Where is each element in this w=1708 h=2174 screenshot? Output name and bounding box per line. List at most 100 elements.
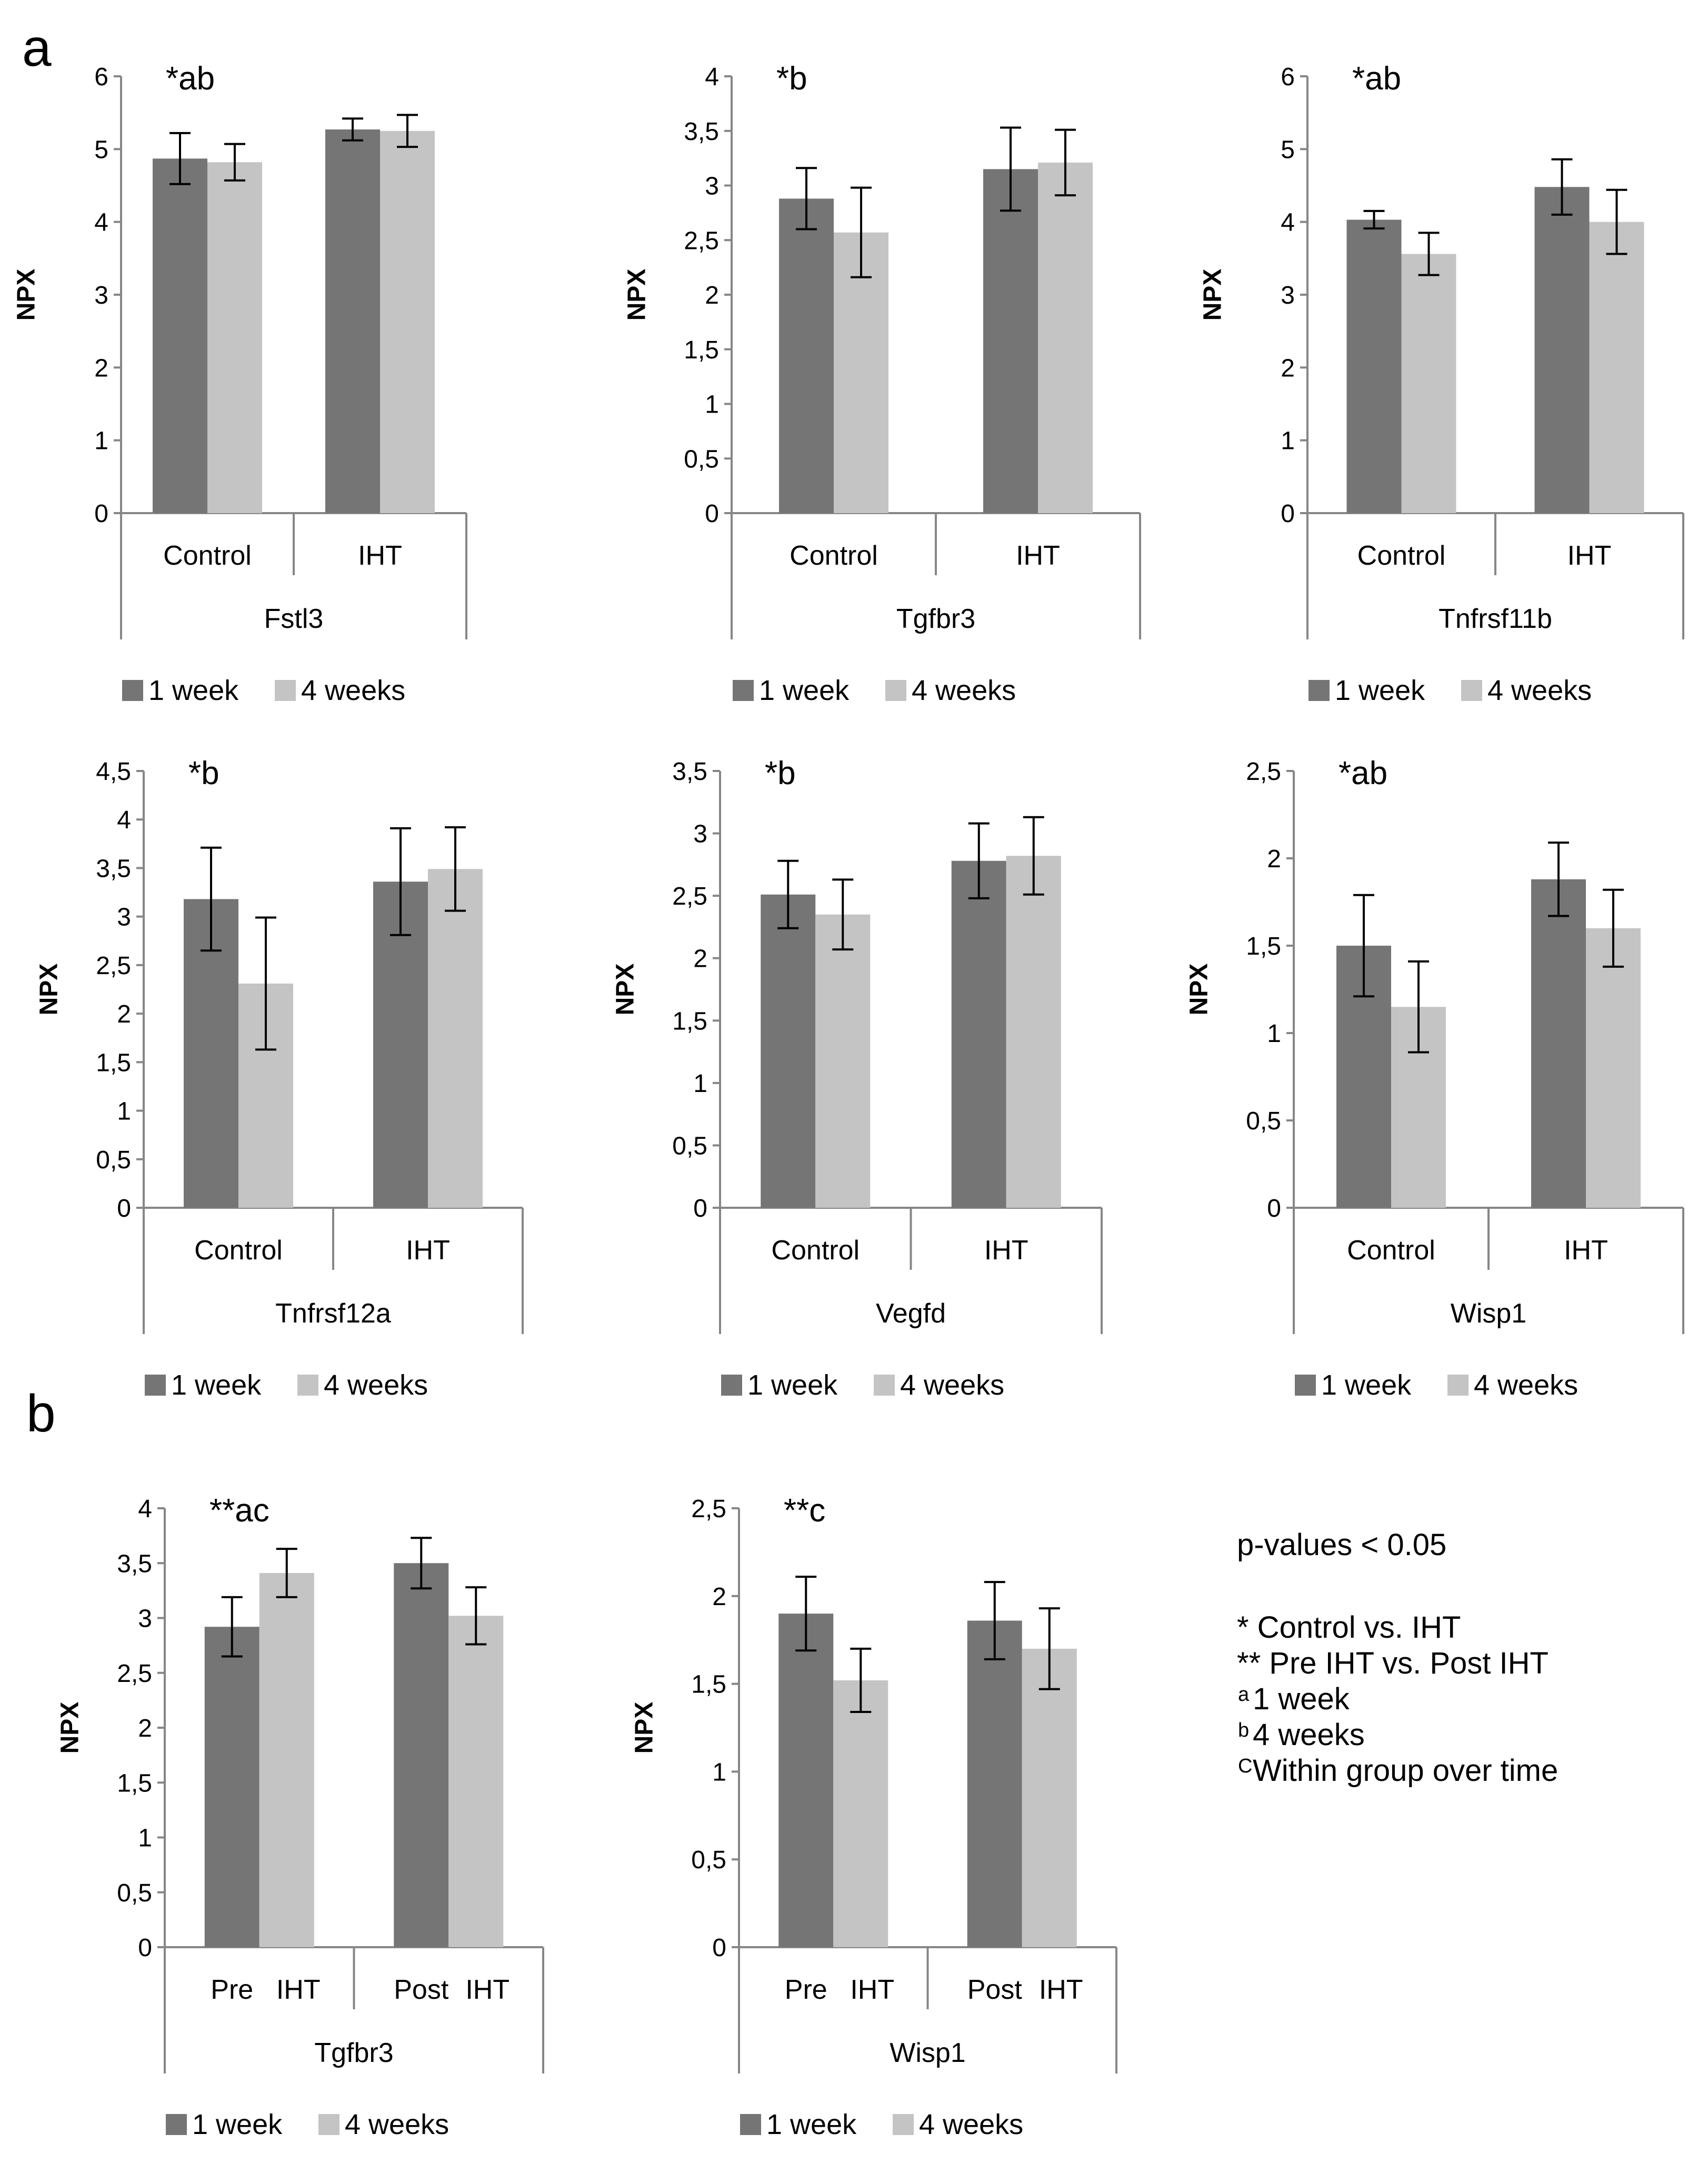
x-category-label: Control: [163, 540, 252, 571]
significance-annotation: *ab: [166, 61, 215, 97]
y-tick-label: 2: [712, 1583, 726, 1611]
note-sup-c: C: [1238, 1755, 1252, 1777]
chart-title: Vegfd: [876, 1298, 946, 1329]
x-category-label: Control: [194, 1235, 283, 1266]
y-tick-label: 1: [1281, 427, 1295, 455]
y-tick-label: 6: [1281, 63, 1295, 91]
legend-label-week1: 1 week: [192, 2109, 283, 2140]
legend-swatch-week4: [297, 1375, 318, 1396]
note-1-week: 1 week: [1253, 1682, 1350, 1716]
legend-swatch-week4: [893, 2114, 914, 2135]
y-tick-label: 2: [138, 1715, 152, 1742]
legend-label-week4: 4 weeks: [1487, 675, 1592, 706]
bar-week1: [1531, 879, 1586, 1208]
y-tick-label: 1: [693, 1070, 707, 1098]
legend-swatch-week4: [885, 680, 906, 701]
y-tick-label: 2: [1267, 845, 1281, 873]
y-tick-label: 2,5: [96, 952, 131, 980]
y-tick-label: 3: [705, 173, 719, 201]
note-4-weeks: 4 weeks: [1253, 1718, 1365, 1752]
y-tick-label: 4: [94, 209, 108, 237]
x-category-label: IHT: [1039, 1975, 1083, 2005]
bar-week1: [779, 198, 834, 513]
y-tick-label: 0: [705, 500, 719, 528]
x-category-label: IHT: [1016, 540, 1060, 571]
y-tick-label: 5: [94, 136, 108, 164]
legend-swatch-week1: [721, 1375, 742, 1396]
x-category-label: IHT: [850, 1975, 894, 2005]
bar-week1: [1346, 219, 1402, 513]
significance-notes: p-values < 0.05 * Control vs. IHT ** Pre…: [1237, 1528, 1558, 1788]
y-tick-label: 1,5: [96, 1049, 131, 1077]
x-category-label: IHT: [276, 1975, 321, 2005]
y-tick-label: 3: [693, 820, 707, 848]
x-category-label: Post: [394, 1975, 449, 2005]
legend-label-week1: 1 week: [1335, 675, 1425, 706]
y-tick-label: 1: [94, 427, 108, 455]
x-category-label: IHT: [465, 1975, 510, 2005]
y-tick-label: 0: [1267, 1195, 1281, 1223]
y-tick-label: 3,5: [684, 118, 719, 146]
y-tick-label: 0,5: [684, 445, 719, 473]
bar-week4: [815, 914, 871, 1208]
significance-annotation: *ab: [1352, 61, 1401, 97]
y-tick-label: 4,5: [96, 758, 131, 786]
y-tick-label: 2: [117, 1000, 131, 1028]
y-tick-label: 4: [138, 1495, 152, 1523]
x-category-label: Control: [1347, 1235, 1435, 1266]
x-category-label: IHT: [358, 540, 402, 571]
y-tick-label: 2: [94, 354, 108, 382]
y-tick-label: 3,5: [672, 758, 707, 786]
legend-swatch-week4: [1447, 1375, 1469, 1396]
panel-label-b: b: [26, 1384, 56, 1443]
y-tick-label: 6: [94, 63, 108, 91]
bar-week4: [1586, 928, 1641, 1208]
y-tick-label: 1,5: [672, 1007, 707, 1035]
bar-week4: [1401, 254, 1456, 513]
y-axis-title: NPX: [35, 964, 63, 1016]
bar-week4: [380, 131, 435, 513]
bar-week1: [394, 1563, 449, 1947]
significance-annotation: *b: [188, 755, 219, 792]
significance-annotation: *b: [776, 61, 807, 97]
chart-a-fstl3: 0 1 2 3 4 5 6 NPX Control IHT Fstl3 *ab 1 week 4 week…: [13, 61, 467, 706]
y-tick-label: 2,5: [117, 1660, 152, 1688]
chart-a-vegfd: 0 0,5 1 1,5 2 2,5 3 3,5 NPX Control IHT Vegfd *b 1 we…: [612, 755, 1103, 1401]
bar-week4: [1006, 856, 1061, 1208]
bar-week4: [428, 869, 483, 1208]
bar-week1: [153, 158, 207, 514]
note-sup-a: a: [1238, 1684, 1250, 1706]
y-tick-label: 3: [117, 904, 131, 931]
y-tick-label: 1: [138, 1825, 152, 1852]
bar-week1: [951, 860, 1006, 1208]
legend-label-week4: 4 weeks: [1474, 1369, 1578, 1401]
bar-week4: [834, 232, 888, 514]
chart-title: Tgfbr3: [896, 604, 975, 634]
y-axis-title: NPX: [1199, 269, 1227, 321]
x-category-label: Control: [1357, 540, 1446, 571]
chart-a-tnfrsf12a: 0 0,5 1 1,5 2 2,5 3 3,5 4 4,5 NPX Control IHT Tnfrsf1…: [35, 755, 524, 1401]
chart-title: Wisp1: [890, 2038, 965, 2068]
legend-label-week1: 1 week: [747, 1369, 838, 1401]
bar-week1: [778, 1614, 834, 1947]
chart-title: Fstl3: [264, 604, 324, 634]
legend-swatch-week1: [740, 2114, 761, 2135]
bar-week4: [448, 1616, 504, 1947]
bar-week4: [207, 162, 262, 513]
y-tick-label: 1: [705, 391, 719, 419]
y-tick-label: 0,5: [117, 1879, 152, 1907]
y-tick-label: 2: [705, 282, 719, 309]
significance-annotation: *b: [765, 755, 796, 792]
x-category-label: Control: [771, 1235, 860, 1266]
y-tick-label: 4: [705, 63, 719, 91]
y-tick-label: 1: [117, 1098, 131, 1126]
legend-label-week4: 4 weeks: [301, 675, 405, 706]
legend-label-week4: 4 weeks: [324, 1369, 428, 1401]
significance-annotation: **ac: [209, 1492, 269, 1529]
bar-week4: [1038, 162, 1093, 513]
y-tick-label: 2: [1281, 354, 1295, 382]
legend-swatch-week1: [122, 680, 143, 701]
y-axis-title: NPX: [1185, 964, 1213, 1016]
legend-swatch-week1: [166, 2114, 187, 2135]
